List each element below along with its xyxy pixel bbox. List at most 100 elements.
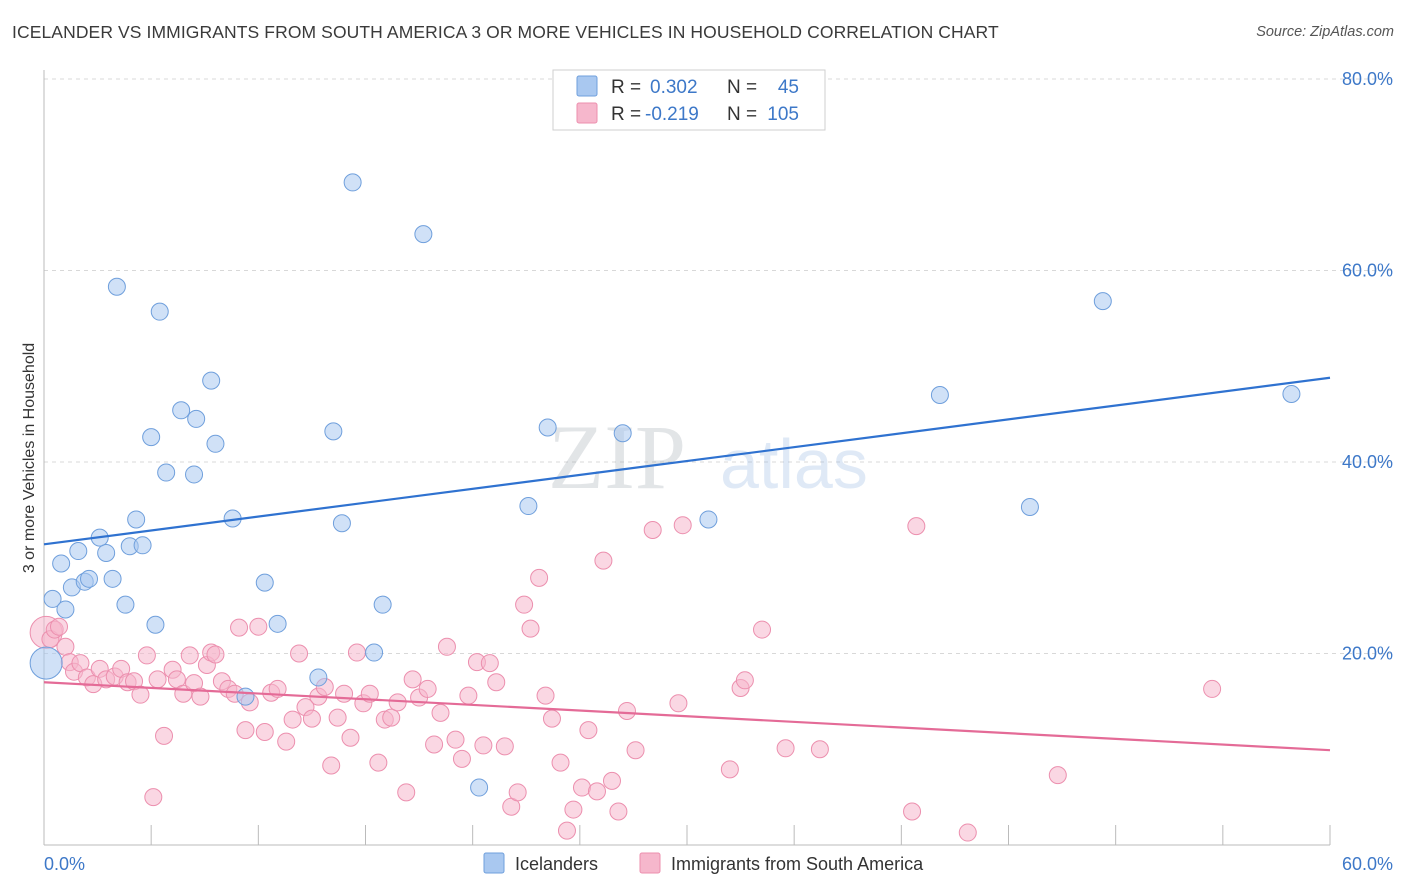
point-immigrants bbox=[495, 737, 514, 756]
point-immigrants bbox=[903, 802, 922, 821]
point-immigrants bbox=[249, 617, 268, 636]
point-immigrants bbox=[551, 753, 570, 772]
point-immigrants bbox=[626, 741, 645, 760]
point-icelanders bbox=[268, 614, 287, 633]
point-icelanders bbox=[107, 277, 126, 296]
point-immigrants bbox=[521, 619, 540, 638]
point-immigrants bbox=[1203, 679, 1222, 698]
point-immigrants bbox=[206, 645, 225, 664]
point-immigrants bbox=[328, 708, 347, 727]
point-immigrants bbox=[515, 595, 534, 614]
watermark-zip: ZIP bbox=[548, 406, 686, 508]
stats-r-label-1: R = bbox=[611, 77, 641, 98]
y-axis-label: 3 or more Vehicles in Household bbox=[21, 343, 38, 573]
point-icelanders bbox=[365, 643, 384, 662]
point-immigrants bbox=[602, 771, 621, 790]
point-immigrants bbox=[403, 670, 422, 689]
point-immigrants bbox=[579, 721, 598, 740]
point-immigrants bbox=[347, 643, 366, 662]
point-immigrants bbox=[290, 644, 309, 663]
point-immigrants bbox=[643, 520, 662, 539]
point-icelanders bbox=[187, 409, 206, 428]
point-immigrants bbox=[50, 617, 69, 636]
point-icelanders bbox=[538, 418, 557, 437]
point-immigrants bbox=[341, 728, 360, 747]
legend-swatch-icelanders bbox=[483, 852, 505, 874]
point-icelanders bbox=[185, 465, 204, 484]
y-tick-label: 60.0% bbox=[1342, 261, 1393, 281]
stats-n-value-1: 45 bbox=[778, 77, 799, 98]
point-immigrants bbox=[508, 783, 527, 802]
point-immigrants bbox=[236, 721, 255, 740]
point-immigrants bbox=[480, 654, 499, 673]
point-icelanders bbox=[930, 385, 949, 404]
point-icelanders bbox=[172, 401, 191, 420]
chart-title: ICELANDER VS IMMIGRANTS FROM SOUTH AMERI… bbox=[12, 22, 999, 42]
point-immigrants bbox=[155, 726, 174, 745]
point-icelanders bbox=[52, 554, 71, 573]
point-icelanders bbox=[103, 569, 122, 588]
point-icelanders bbox=[324, 422, 343, 441]
trend-line-immigrants bbox=[43, 681, 1331, 752]
point-immigrants bbox=[382, 708, 401, 727]
point-icelanders bbox=[343, 173, 362, 192]
point-icelanders bbox=[127, 510, 146, 529]
series-immigrants-south-america bbox=[29, 516, 1222, 842]
source-credit: Source: ZipAtlas.com bbox=[1256, 24, 1394, 40]
point-icelanders bbox=[80, 569, 99, 588]
point-icelanders bbox=[699, 510, 718, 529]
stats-n-label-2: N = bbox=[727, 104, 757, 125]
point-immigrants bbox=[594, 551, 613, 570]
point-immigrants bbox=[360, 684, 379, 703]
point-immigrants bbox=[268, 679, 287, 698]
point-immigrants bbox=[431, 703, 450, 722]
point-icelanders bbox=[414, 225, 433, 244]
point-immigrants bbox=[720, 760, 739, 779]
stats-r-value-1: 0.302 bbox=[650, 77, 698, 98]
point-icelanders bbox=[56, 600, 75, 619]
point-icelanders bbox=[373, 595, 392, 614]
stats-n-label-1: N = bbox=[727, 77, 757, 98]
point-icelanders bbox=[146, 615, 165, 634]
point-immigrants bbox=[617, 701, 636, 720]
point-immigrants bbox=[587, 782, 606, 801]
stats-r-value-2: -0.219 bbox=[645, 104, 699, 125]
point-immigrants bbox=[557, 821, 576, 840]
point-icelanders bbox=[116, 595, 135, 614]
point-immigrants bbox=[735, 671, 754, 690]
gridlines bbox=[44, 78, 1393, 654]
point-immigrants bbox=[144, 788, 163, 807]
point-icelanders bbox=[470, 778, 489, 797]
point-immigrants bbox=[609, 802, 628, 821]
point-icelanders bbox=[142, 428, 161, 447]
point-immigrants bbox=[958, 823, 977, 842]
point-immigrants bbox=[322, 756, 341, 775]
point-immigrants bbox=[753, 620, 772, 639]
point-immigrants bbox=[669, 694, 688, 713]
trend-lines bbox=[43, 376, 1331, 752]
point-immigrants bbox=[673, 516, 692, 535]
point-immigrants bbox=[131, 685, 150, 704]
point-icelanders bbox=[133, 536, 152, 555]
y-tick-label: 80.0% bbox=[1342, 69, 1393, 89]
point-immigrants bbox=[230, 618, 249, 637]
point-immigrants bbox=[536, 686, 555, 705]
point-immigrants bbox=[907, 517, 926, 536]
legend-label-icelanders: Icelanders bbox=[515, 854, 598, 874]
point-immigrants bbox=[148, 670, 167, 689]
point-immigrants bbox=[425, 735, 444, 754]
legend: Icelanders Immigrants from South America bbox=[483, 852, 924, 874]
x-ticks bbox=[150, 825, 1331, 845]
stats-swatch-blue bbox=[576, 75, 598, 97]
legend-label-immigrants: Immigrants from South America bbox=[671, 854, 924, 874]
point-immigrants bbox=[446, 730, 465, 749]
point-icelanders bbox=[1093, 292, 1112, 311]
point-icelanders bbox=[1020, 498, 1039, 517]
stats-box-frame bbox=[552, 69, 826, 131]
point-immigrants bbox=[572, 778, 591, 797]
point-immigrants bbox=[564, 800, 583, 819]
point-immigrants bbox=[180, 646, 199, 665]
point-immigrants bbox=[810, 740, 829, 759]
point-icelanders bbox=[29, 646, 63, 680]
